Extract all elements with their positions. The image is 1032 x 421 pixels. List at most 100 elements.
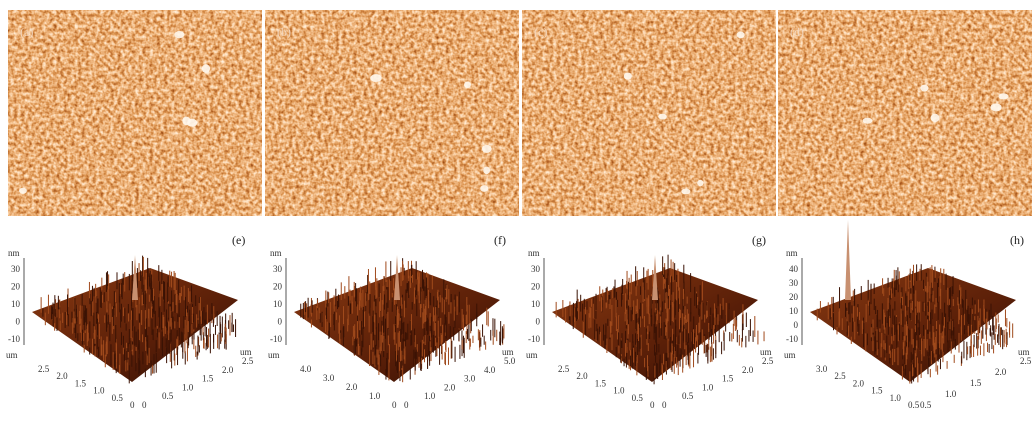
y-tick-label: 2.0 xyxy=(444,382,456,392)
y-tick-label: 0.5 xyxy=(682,391,694,401)
y-tick-label: 2.0 xyxy=(995,367,1007,377)
x-tick-label: 1.5 xyxy=(75,378,87,388)
x-tick-label: 2.0 xyxy=(853,378,865,388)
panel-label: (f) xyxy=(494,233,506,247)
x-tick-label: 2.0 xyxy=(576,371,588,381)
z-tick-label: -10 xyxy=(786,334,798,344)
z-tick-label: 20 xyxy=(273,282,283,292)
peak xyxy=(652,255,658,300)
afm-image: (d) xyxy=(778,10,1032,216)
x-tick-label: 0 xyxy=(130,400,135,410)
peak xyxy=(845,220,851,300)
x-tick-label: 2.0 xyxy=(56,371,68,381)
x-tick-label: 0.5 xyxy=(908,400,920,410)
z-tick-label: 40 xyxy=(789,264,799,274)
particle xyxy=(736,31,745,39)
x-tick-label: 3.0 xyxy=(323,373,335,383)
z-tick-label: 0 xyxy=(794,320,799,330)
z-tick-label: 10 xyxy=(531,299,541,309)
y-tick-label: 2.5 xyxy=(762,356,774,366)
x-tick-label: 2.5 xyxy=(38,364,50,374)
x-tick-label: 2.0 xyxy=(346,382,358,392)
particle xyxy=(658,113,667,120)
x-tick-label: 0.5 xyxy=(112,393,124,403)
y-tick-label: 2.0 xyxy=(742,365,754,375)
y-tick-label: 3.0 xyxy=(464,374,476,384)
particle xyxy=(187,118,198,127)
x-tick-label: 1.5 xyxy=(871,386,883,396)
z-tick-label: 0 xyxy=(278,317,283,327)
particle xyxy=(480,185,489,192)
x-tick-label: 1.0 xyxy=(890,393,902,403)
y-tick-label: 2.5 xyxy=(1020,356,1032,366)
z-unit: nm xyxy=(8,248,20,258)
z-tick-label: 20 xyxy=(531,282,541,292)
particle xyxy=(990,103,1002,112)
z-tick-label: 30 xyxy=(789,278,799,288)
x-tick-label: 0 xyxy=(650,400,655,410)
particle xyxy=(174,31,185,39)
z-tick-label: -10 xyxy=(270,334,282,344)
panel-label: (c) xyxy=(534,25,547,39)
x-tick-label: 1.0 xyxy=(613,386,625,396)
panel-label: (b) xyxy=(277,25,291,39)
xy-unit-left: um xyxy=(6,350,18,360)
y-tick-label: 1.5 xyxy=(722,374,734,384)
panel-label: (a) xyxy=(20,25,33,39)
z-tick-label: 0 xyxy=(536,317,541,327)
z-tick-label: 20 xyxy=(789,292,799,302)
z-unit: nm xyxy=(786,248,798,258)
y-tick-label: 1.0 xyxy=(702,382,714,392)
afm-texture xyxy=(778,10,1032,216)
xy-unit-right: um xyxy=(1018,347,1030,357)
y-tick-label: 0.5 xyxy=(162,391,174,401)
y-tick-label: 1.0 xyxy=(424,391,436,401)
z-tick-label: 30 xyxy=(273,264,283,274)
z-tick-label: 10 xyxy=(11,299,21,309)
afm-texture xyxy=(265,10,519,216)
z-tick-label: 10 xyxy=(273,299,283,309)
x-tick-label: 0.5 xyxy=(632,393,644,403)
y-tick-label: 1.0 xyxy=(182,382,194,392)
x-tick-label: 0 xyxy=(392,400,397,410)
particle xyxy=(370,74,382,82)
y-tick-label: 0 xyxy=(404,400,409,410)
x-tick-label: 2.5 xyxy=(558,364,570,374)
y-tick-label: 0 xyxy=(142,400,147,410)
xy-unit-left: um xyxy=(526,350,538,360)
z-tick-label: -10 xyxy=(528,334,540,344)
panel-label: (h) xyxy=(1010,233,1024,247)
z-tick-label: 10 xyxy=(789,306,799,316)
x-tick-label: 4.0 xyxy=(300,364,312,374)
z-tick-label: 30 xyxy=(11,264,21,274)
particle xyxy=(623,72,632,80)
y-tick-label: 0 xyxy=(662,400,667,410)
xy-unit-right: um xyxy=(240,347,252,357)
y-tick-label: 0.5 xyxy=(920,400,932,410)
y-tick-label: 4.0 xyxy=(484,365,496,375)
y-tick-label: 2.0 xyxy=(222,365,234,375)
afm-image: (c) xyxy=(522,10,776,216)
particle xyxy=(998,93,1009,100)
y-tick-label: 2.5 xyxy=(242,356,254,366)
particle xyxy=(697,179,704,187)
y-tick-label: 1.5 xyxy=(970,378,982,388)
panel-label: (e) xyxy=(232,233,245,247)
panel-label: (g) xyxy=(752,233,766,247)
particle xyxy=(481,144,492,153)
afm-image: (a) xyxy=(8,10,262,216)
z-tick-label: 20 xyxy=(11,282,21,292)
particle xyxy=(201,64,211,73)
xy-unit-right: um xyxy=(760,347,772,357)
z-unit: nm xyxy=(528,248,540,258)
z-tick-label: 0 xyxy=(16,317,21,327)
particle xyxy=(920,84,929,92)
particle xyxy=(930,113,940,123)
x-tick-label: 1.0 xyxy=(93,386,105,396)
peak xyxy=(132,255,138,300)
xy-unit-right: um xyxy=(502,347,514,357)
z-unit: nm xyxy=(270,248,282,258)
